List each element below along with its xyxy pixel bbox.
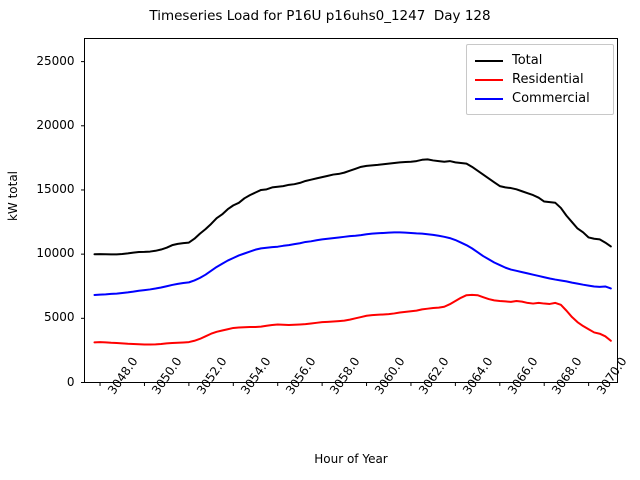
series-line-commercial [93,231,612,296]
legend-swatch-total [475,59,503,62]
y-tick-label: 0 [66,374,75,389]
y-tick-label: 25000 [36,53,75,68]
y-tick-label: 10000 [36,246,75,261]
legend-item: Total [475,51,605,70]
chart-legend: Total Residential Commercial [466,44,614,115]
y-tick-label: 15000 [36,181,75,196]
legend-item: Residential [475,70,605,89]
x-axis-label: Hour of Year [314,452,388,466]
y-tick-label: 5000 [43,310,75,325]
legend-label-total: Total [512,52,543,68]
legend-label-commercial: Commercial [512,90,590,106]
data-lines [93,158,612,346]
legend-swatch-commercial [475,97,503,100]
axis-ticks [81,61,590,386]
y-tick-label: 20000 [36,117,75,132]
series-line-total [93,158,612,256]
chart-title: Timeseries Load for P16U p16uhs0_1247 Da… [149,8,491,24]
legend-item: Commercial [475,89,605,108]
series-line-residential [93,293,612,346]
legend-swatch-residential [475,78,503,81]
axes-frame [84,38,618,383]
legend-label-residential: Residential [512,71,584,87]
